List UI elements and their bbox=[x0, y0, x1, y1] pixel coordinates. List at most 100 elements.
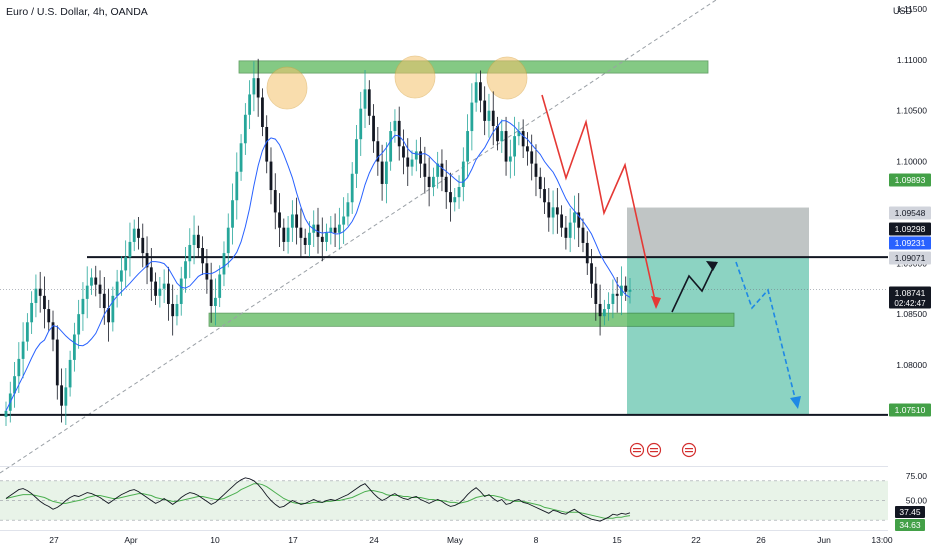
candle-body bbox=[444, 176, 448, 193]
candle-body bbox=[98, 284, 102, 294]
candle-body bbox=[333, 227, 337, 233]
candle-body bbox=[231, 200, 234, 228]
date-label: 24 bbox=[369, 535, 379, 545]
candle-body bbox=[423, 163, 427, 177]
us-event-stripe bbox=[650, 448, 658, 450]
candle-body bbox=[282, 227, 286, 242]
candle-body bbox=[154, 281, 157, 296]
candle-body bbox=[171, 303, 175, 317]
price-tag-label: 1.09893 bbox=[895, 175, 926, 185]
candle-body bbox=[504, 131, 508, 162]
candle-body bbox=[64, 387, 68, 406]
candles-layer bbox=[4, 58, 632, 427]
candle-body bbox=[94, 277, 98, 285]
price-tag-label: 1.08741 bbox=[895, 288, 926, 298]
candle-body bbox=[457, 187, 461, 198]
price-tag bbox=[889, 251, 931, 265]
rsi-tag bbox=[895, 519, 925, 531]
top-circle-2 bbox=[394, 55, 436, 99]
date-label: 27 bbox=[49, 535, 59, 545]
candle-body bbox=[188, 244, 192, 262]
candle-body bbox=[538, 176, 542, 190]
candle-body bbox=[72, 334, 76, 360]
red-arrow-head bbox=[651, 296, 661, 309]
price-tag bbox=[889, 206, 931, 220]
candle-body bbox=[218, 274, 222, 298]
price-tag bbox=[889, 222, 931, 236]
candle-body bbox=[85, 285, 89, 299]
date-label: 10 bbox=[210, 535, 220, 545]
rsi-tick-label: 50.00 bbox=[906, 495, 928, 505]
price-axis-bg bbox=[888, 0, 932, 550]
candle-body bbox=[261, 97, 264, 127]
candle-body bbox=[508, 156, 512, 162]
candle-body bbox=[295, 214, 299, 228]
rsi-tag bbox=[895, 506, 925, 518]
price-tag bbox=[889, 286, 931, 309]
candle-body bbox=[256, 78, 260, 98]
date-label: 13:00 bbox=[871, 535, 893, 545]
price-tag-label: 1.09071 bbox=[895, 253, 926, 263]
candle-body bbox=[547, 202, 551, 218]
candle-body bbox=[184, 261, 187, 279]
candle-body bbox=[111, 295, 115, 323]
candle-body bbox=[474, 82, 478, 103]
currency-label: USD bbox=[892, 6, 912, 16]
candle-body bbox=[530, 151, 534, 164]
date-label: 8 bbox=[534, 535, 539, 545]
top-circle-1 bbox=[266, 66, 308, 110]
candle-body bbox=[337, 224, 341, 233]
candle-body bbox=[359, 108, 363, 140]
candle-body bbox=[68, 359, 72, 388]
candle-body bbox=[179, 278, 183, 304]
candle-body bbox=[235, 171, 239, 201]
candle-body bbox=[4, 410, 8, 417]
rsi-tick-label: 75.00 bbox=[906, 471, 928, 481]
black-arrow-head bbox=[706, 261, 718, 271]
candle-body bbox=[479, 82, 482, 101]
candle-body bbox=[303, 237, 307, 245]
date-label: 15 bbox=[612, 535, 622, 545]
date-label: 17 bbox=[288, 535, 298, 545]
candle-body bbox=[410, 159, 414, 167]
candle-body bbox=[124, 257, 128, 271]
candle-body bbox=[205, 263, 209, 280]
price-tag-label: 1.07510 bbox=[895, 405, 926, 415]
candle-body bbox=[487, 110, 491, 121]
candle-body bbox=[543, 189, 546, 203]
price-tick-label: 1.11000 bbox=[897, 55, 927, 65]
date-label: 22 bbox=[691, 535, 701, 545]
price-tick-label: 1.10500 bbox=[896, 106, 927, 116]
candle-body bbox=[162, 283, 166, 289]
candle-body bbox=[551, 207, 555, 218]
us-event-icon-3 bbox=[681, 442, 697, 458]
candle-body bbox=[436, 163, 440, 177]
candle-body bbox=[273, 190, 277, 213]
date-label: Apr bbox=[124, 535, 137, 545]
candle-body bbox=[402, 146, 405, 158]
us-event-icon-1 bbox=[629, 442, 645, 458]
candle-body bbox=[431, 176, 435, 187]
date-label: Jun bbox=[817, 535, 831, 545]
candle-body bbox=[102, 293, 106, 309]
candle-body bbox=[299, 227, 303, 238]
chart-title: Euro / U.S. Dollar, 4h, OANDA bbox=[6, 6, 148, 18]
candle-body bbox=[90, 277, 93, 286]
candle-body bbox=[342, 216, 346, 225]
candle-body bbox=[158, 288, 162, 296]
candle-body bbox=[573, 212, 576, 223]
candle-body bbox=[30, 302, 34, 323]
candle-body bbox=[21, 341, 25, 359]
price-tick-label: 1.11500 bbox=[897, 4, 927, 14]
candle-body bbox=[598, 303, 602, 317]
candle-body bbox=[376, 141, 380, 162]
candle-body bbox=[500, 131, 504, 142]
candle-body bbox=[628, 289, 632, 292]
candle-body bbox=[496, 125, 499, 142]
candle-body bbox=[560, 214, 564, 228]
candle-body bbox=[517, 131, 521, 137]
candle-body bbox=[308, 232, 311, 245]
candle-body bbox=[196, 234, 200, 249]
